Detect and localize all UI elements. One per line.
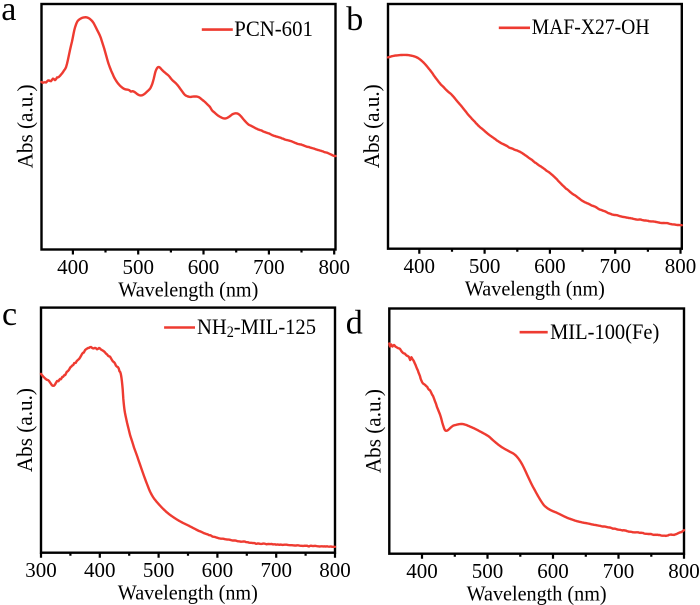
svg-text:400: 400 [406,559,438,583]
svg-text:300: 300 [25,558,57,582]
svg-text:MAF-X27-OH: MAF-X27-OH [532,14,650,39]
svg-text:800: 800 [318,255,350,279]
svg-text:Wavelength (nm): Wavelength (nm) [118,277,258,301]
svg-text:800: 800 [668,559,700,583]
svg-text:400: 400 [404,254,436,278]
svg-text:400: 400 [57,255,89,279]
svg-text:Abs (a.u.): Abs (a.u.) [360,84,384,168]
svg-text:Wavelength (nm): Wavelength (nm) [118,581,258,605]
svg-text:600: 600 [534,254,566,278]
svg-text:600: 600 [188,255,220,279]
svg-text:Abs (a.u.): Abs (a.u.) [13,388,37,472]
svg-text:d: d [346,305,363,342]
svg-text:700: 700 [599,254,631,278]
svg-text:Wavelength (nm): Wavelength (nm) [467,582,607,605]
svg-text:500: 500 [143,558,175,582]
svg-text:400: 400 [84,558,116,582]
svg-text:Abs (a.u.): Abs (a.u.) [14,84,38,168]
svg-text:800: 800 [319,558,351,582]
svg-text:NH2-MIL-125: NH2-MIL-125 [197,314,316,341]
svg-text:500: 500 [122,255,154,279]
svg-text:600: 600 [537,559,569,583]
svg-text:500: 500 [469,254,501,278]
svg-text:PCN-601: PCN-601 [234,16,313,41]
svg-text:b: b [346,1,363,38]
svg-text:Abs (a.u.): Abs (a.u.) [361,389,385,473]
svg-text:500: 500 [472,559,504,583]
svg-text:c: c [2,296,17,333]
svg-text:MIL-100(Fe): MIL-100(Fe) [550,319,659,344]
svg-text:700: 700 [260,558,292,582]
svg-text:700: 700 [603,559,635,583]
svg-text:600: 600 [202,558,234,582]
svg-text:800: 800 [665,254,697,278]
svg-text:Wavelength (nm): Wavelength (nm) [465,277,605,301]
svg-text:a: a [1,0,16,28]
svg-text:700: 700 [253,255,285,279]
